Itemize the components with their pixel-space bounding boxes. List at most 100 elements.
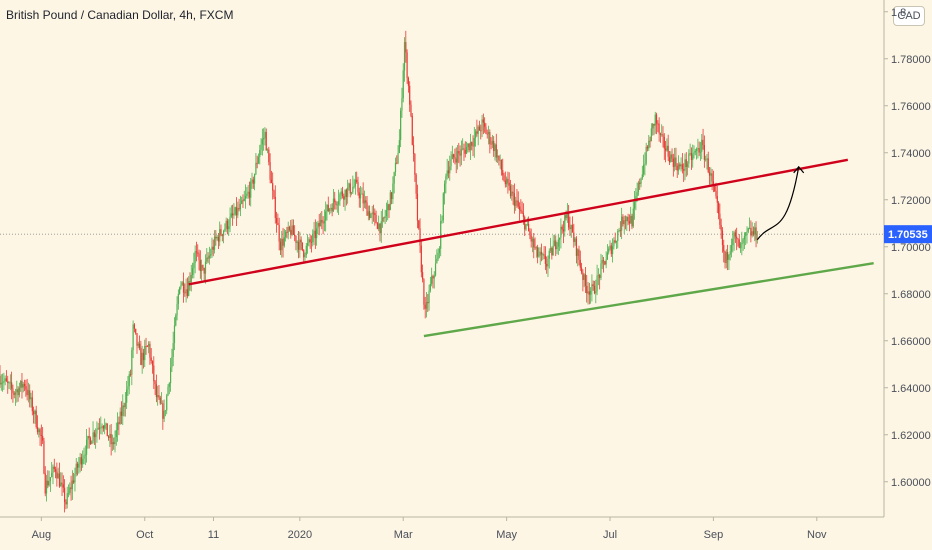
candle-body [383, 217, 385, 219]
candle-body [180, 285, 182, 288]
candle-body [115, 430, 117, 438]
price-tick-label: 1.70000 [891, 242, 931, 254]
candle-body [242, 200, 244, 202]
candle-body [533, 238, 535, 248]
candle-body [639, 182, 641, 184]
candle-body [287, 226, 289, 233]
candle-body [630, 215, 632, 224]
candle-body [494, 144, 496, 151]
candle-body [366, 202, 368, 216]
candle-body [670, 154, 672, 163]
candle-body [578, 249, 580, 260]
candle-body [98, 427, 101, 429]
candle-body [517, 200, 519, 207]
candle-body [591, 284, 593, 291]
candle-body [309, 239, 311, 242]
candle-body [291, 225, 293, 235]
candle-body [487, 132, 490, 135]
candle-body [529, 231, 531, 236]
candle-body [261, 139, 263, 145]
candle-body [8, 382, 10, 384]
candle-body [219, 229, 221, 242]
candle-body [172, 343, 174, 358]
candle-body [544, 255, 546, 265]
candle-body [12, 388, 14, 393]
candle-body [420, 245, 422, 273]
candle-body [512, 191, 514, 194]
candle-body [169, 367, 172, 384]
candle-body [654, 114, 656, 126]
candle-body [676, 165, 678, 171]
candle-body [565, 215, 567, 219]
candle-body [350, 192, 353, 194]
candle-body [111, 442, 114, 445]
candle-body [472, 145, 474, 147]
candle-body [365, 200, 367, 203]
candle-body [217, 236, 220, 242]
candle-body [327, 204, 329, 212]
candle-body [110, 434, 112, 445]
candle-body [171, 357, 173, 368]
candle-body [499, 159, 501, 161]
candle-body [266, 149, 269, 151]
candle-body [569, 227, 571, 230]
candle-body [162, 403, 164, 419]
candle-body [185, 289, 187, 294]
candle-body [705, 159, 707, 161]
candle-body [427, 302, 429, 304]
time-axis[interactable]: Aug Oct 11 2020 Mar May Jul Sep Nov [0, 516, 884, 541]
candle-body [316, 228, 318, 239]
candle-body [464, 149, 466, 154]
candle-body [657, 123, 659, 125]
candle-body [702, 139, 704, 146]
candle-body [14, 392, 17, 395]
candle-body [385, 210, 388, 216]
candle-body [405, 42, 407, 53]
candle-body [215, 236, 217, 239]
price-tick-label: 1.76000 [891, 101, 931, 113]
candle-body [498, 155, 500, 161]
candle-body [83, 455, 85, 459]
candle-body [730, 245, 733, 252]
candle-body [160, 403, 163, 405]
candle-body [250, 181, 252, 198]
candle-body [344, 189, 346, 200]
candle-body [692, 154, 694, 161]
candle-body [100, 427, 102, 429]
candle-body [137, 343, 139, 346]
candle-body [698, 148, 700, 153]
candle-body [181, 282, 183, 286]
last-price-label-bg [884, 225, 932, 244]
candle-body [54, 469, 57, 472]
candle-body [661, 134, 663, 136]
candle-body [586, 285, 588, 294]
candle-body [538, 255, 540, 257]
candle-body [693, 152, 695, 155]
candle-body [518, 206, 521, 210]
currency-selector-button[interactable]: CAD [893, 6, 925, 26]
candle-body [755, 227, 757, 240]
candle-body [175, 315, 177, 326]
candle-body [539, 251, 541, 256]
candle-body [618, 230, 620, 232]
candle-body [330, 207, 332, 209]
candle-body [727, 252, 729, 260]
candle-body [40, 435, 42, 436]
candle-body [412, 144, 415, 154]
candle-body [13, 392, 15, 395]
candle-body [132, 324, 134, 351]
candle-body [246, 193, 248, 196]
price-axis[interactable]: 1.60000 1.62000 1.64000 1.66000 1.68000 1.700… [883, 0, 932, 517]
candle-body [189, 281, 191, 282]
candle-body [699, 151, 702, 153]
candle-body [62, 484, 64, 488]
candle-body [65, 502, 67, 505]
candle-body [502, 170, 504, 176]
candle-body [637, 182, 640, 193]
candle-body [228, 226, 230, 230]
candle-body [649, 140, 651, 142]
candle-body [650, 128, 652, 142]
candle-body [281, 238, 283, 251]
candle-body [750, 228, 752, 236]
